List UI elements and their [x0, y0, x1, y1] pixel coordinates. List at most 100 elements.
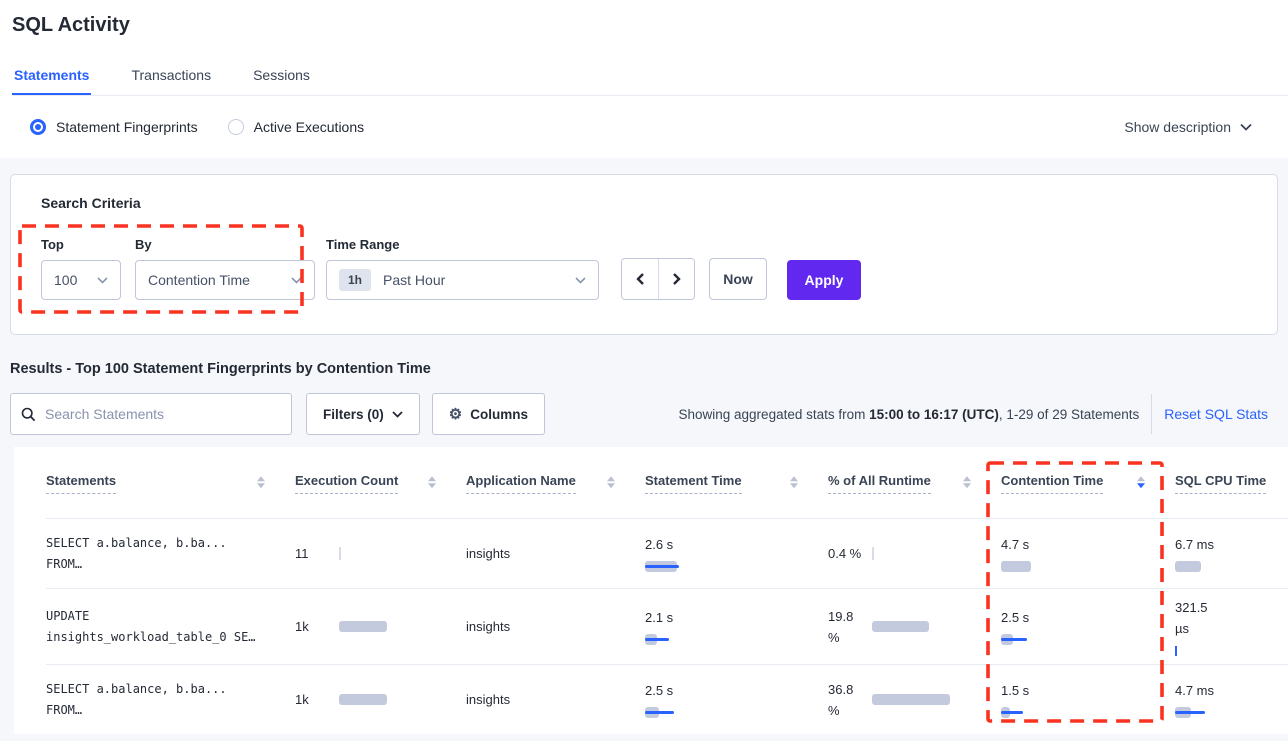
- tab-statements[interactable]: Statements: [12, 61, 92, 95]
- columns-button[interactable]: ⚙ Columns: [431, 393, 545, 435]
- bar-tick: [1175, 645, 1177, 656]
- value-bar-chart: [872, 620, 929, 633]
- execution-count-cell: 11: [295, 543, 466, 564]
- statement-link[interactable]: SELECT a.balance, b.ba... FROM…: [46, 681, 227, 717]
- bar-stddev: [645, 565, 679, 568]
- value-bar-chart: [645, 560, 679, 573]
- sort-icon[interactable]: [1137, 475, 1145, 488]
- cell-value: 11: [295, 546, 309, 561]
- bar-stddev: [645, 638, 669, 641]
- time-nav-buttons: [621, 258, 695, 300]
- time-range-select[interactable]: 1h Past Hour: [326, 260, 599, 300]
- sort-down-arrow: [1137, 482, 1145, 488]
- time-range-field: Time Range 1h Past Hour: [326, 237, 621, 300]
- reset-sql-stats-link[interactable]: Reset SQL Stats: [1164, 406, 1268, 422]
- by-select[interactable]: Contention Time: [135, 260, 315, 300]
- sort-down-arrow: [428, 482, 436, 488]
- cell-value: 0.4 %: [828, 546, 862, 561]
- sort-icon[interactable]: [428, 475, 436, 488]
- column-header-application-name[interactable]: Application Name: [466, 472, 645, 494]
- top-select-value: 100: [54, 272, 78, 288]
- cell-value: 2.5 s: [645, 683, 674, 698]
- value-bar-chart: [1175, 560, 1201, 573]
- column-header-statement-time[interactable]: Statement Time: [645, 472, 828, 494]
- cell-value: 2.1 s: [645, 610, 674, 625]
- radio-statement-fingerprints[interactable]: Statement Fingerprints: [30, 119, 198, 135]
- column-header-label: Execution Count: [295, 473, 399, 494]
- chevron-down-icon: [575, 276, 586, 284]
- apply-button[interactable]: Apply: [787, 260, 861, 300]
- tab-transactions[interactable]: Transactions: [131, 67, 212, 83]
- show-description-toggle[interactable]: Show description: [1124, 119, 1252, 135]
- runtime-percent-cell: 0.4 %: [828, 543, 1001, 564]
- sort-icon[interactable]: [257, 475, 265, 488]
- toolbar-divider: [1151, 394, 1153, 434]
- cell-value: 19.8%: [828, 608, 854, 645]
- search-criteria-card: Search Criteria Top 100 By Contention Ti…: [10, 174, 1278, 335]
- sort-up-arrow: [607, 475, 615, 481]
- column-header-label: Application Name: [466, 473, 576, 494]
- column-header-label: Statements: [46, 473, 117, 494]
- filters-button[interactable]: Filters (0): [306, 393, 420, 435]
- statements-table: Statements Execution Count Application Nam…: [14, 447, 1288, 734]
- value-bar-chart: [339, 620, 387, 633]
- radio-active-executions[interactable]: Active Executions: [227, 119, 364, 135]
- table-header-row: Statements Execution Count Application Nam…: [46, 447, 1288, 518]
- results-toolbar: Filters (0) ⚙ Columns Showing aggregated…: [10, 393, 1278, 435]
- value-bar-chart: [1175, 644, 1177, 657]
- show-description-label: Show description: [1124, 119, 1231, 135]
- column-header-execution-count[interactable]: Execution Count: [295, 472, 466, 494]
- search-statements-input[interactable]: [45, 406, 281, 422]
- sort-up-arrow: [1137, 475, 1145, 481]
- top-label: Top: [41, 237, 64, 252]
- application-name-cell: insights: [466, 546, 511, 561]
- top-select[interactable]: 100: [41, 260, 121, 300]
- column-header-sql-cpu-time[interactable]: SQL CPU Time: [1175, 472, 1288, 494]
- cell-value: 1k: [295, 619, 309, 634]
- sort-down-arrow: [257, 482, 265, 488]
- sql-cpu-time-cell: 321.5 µs: [1175, 597, 1288, 657]
- chevron-down-icon: [97, 276, 108, 284]
- value-bar-chart: [1001, 560, 1031, 573]
- column-header-label: SQL CPU Time: [1175, 473, 1267, 494]
- tab-bar: Statements Transactions Sessions: [12, 61, 1288, 96]
- time-range-label: Time Range: [326, 237, 400, 252]
- column-header-label: Contention Time: [1001, 473, 1104, 494]
- bar-mean: [339, 694, 387, 705]
- bar-stddev: [1001, 638, 1027, 641]
- sort-icon[interactable]: [963, 475, 971, 488]
- next-time-button[interactable]: [658, 259, 694, 299]
- by-field: By Contention Time: [135, 237, 326, 300]
- bar-mean: [1001, 561, 1031, 572]
- sql-cpu-time-cell: 4.7 ms: [1175, 680, 1288, 719]
- page-title: SQL Activity: [12, 14, 130, 36]
- value-bar-chart: [872, 547, 874, 560]
- statement-link[interactable]: UPDATE insights_workload_table_0 SE…: [46, 608, 256, 644]
- page-header: SQL Activity Statements Transactions Ses…: [0, 0, 1288, 96]
- now-button[interactable]: Now: [709, 258, 767, 300]
- application-name-cell: insights: [466, 692, 511, 707]
- bar-mean: [1175, 561, 1201, 572]
- results-heading: Results - Top 100 Statement Fingerprints…: [10, 361, 431, 377]
- statement-link[interactable]: SELECT a.balance, b.ba... FROM…: [46, 535, 227, 571]
- radio-label: Statement Fingerprints: [56, 119, 198, 135]
- sort-up-arrow: [790, 475, 798, 481]
- showing-stats-text: Showing aggregated stats from 15:00 to 1…: [678, 406, 1140, 422]
- cell-value: 321.5 µs: [1175, 599, 1208, 636]
- statement-time-cell: 2.6 s: [645, 534, 828, 573]
- value-bar-chart: [1001, 633, 1027, 646]
- search-icon: [21, 407, 36, 421]
- statements-table-body: SELECT a.balance, b.ba... FROM… 11 insights…: [46, 518, 1288, 734]
- search-criteria-heading: Search Criteria: [41, 195, 141, 211]
- view-toggle-bar: Statement Fingerprints Active Executions…: [0, 96, 1288, 158]
- column-header-statements[interactable]: Statements: [46, 472, 295, 494]
- previous-time-button[interactable]: [622, 259, 658, 299]
- sql-cpu-time-cell: 6.7 ms: [1175, 534, 1288, 573]
- column-header--of-all-runtime[interactable]: % of All Runtime: [828, 472, 1001, 494]
- column-header-contention-time[interactable]: Contention Time: [1001, 472, 1175, 494]
- tab-sessions[interactable]: Sessions: [253, 67, 310, 83]
- execution-count-cell: 1k: [295, 689, 466, 710]
- sort-icon[interactable]: [790, 475, 798, 488]
- runtime-percent-cell: 19.8%: [828, 606, 1001, 648]
- sort-icon[interactable]: [607, 475, 615, 488]
